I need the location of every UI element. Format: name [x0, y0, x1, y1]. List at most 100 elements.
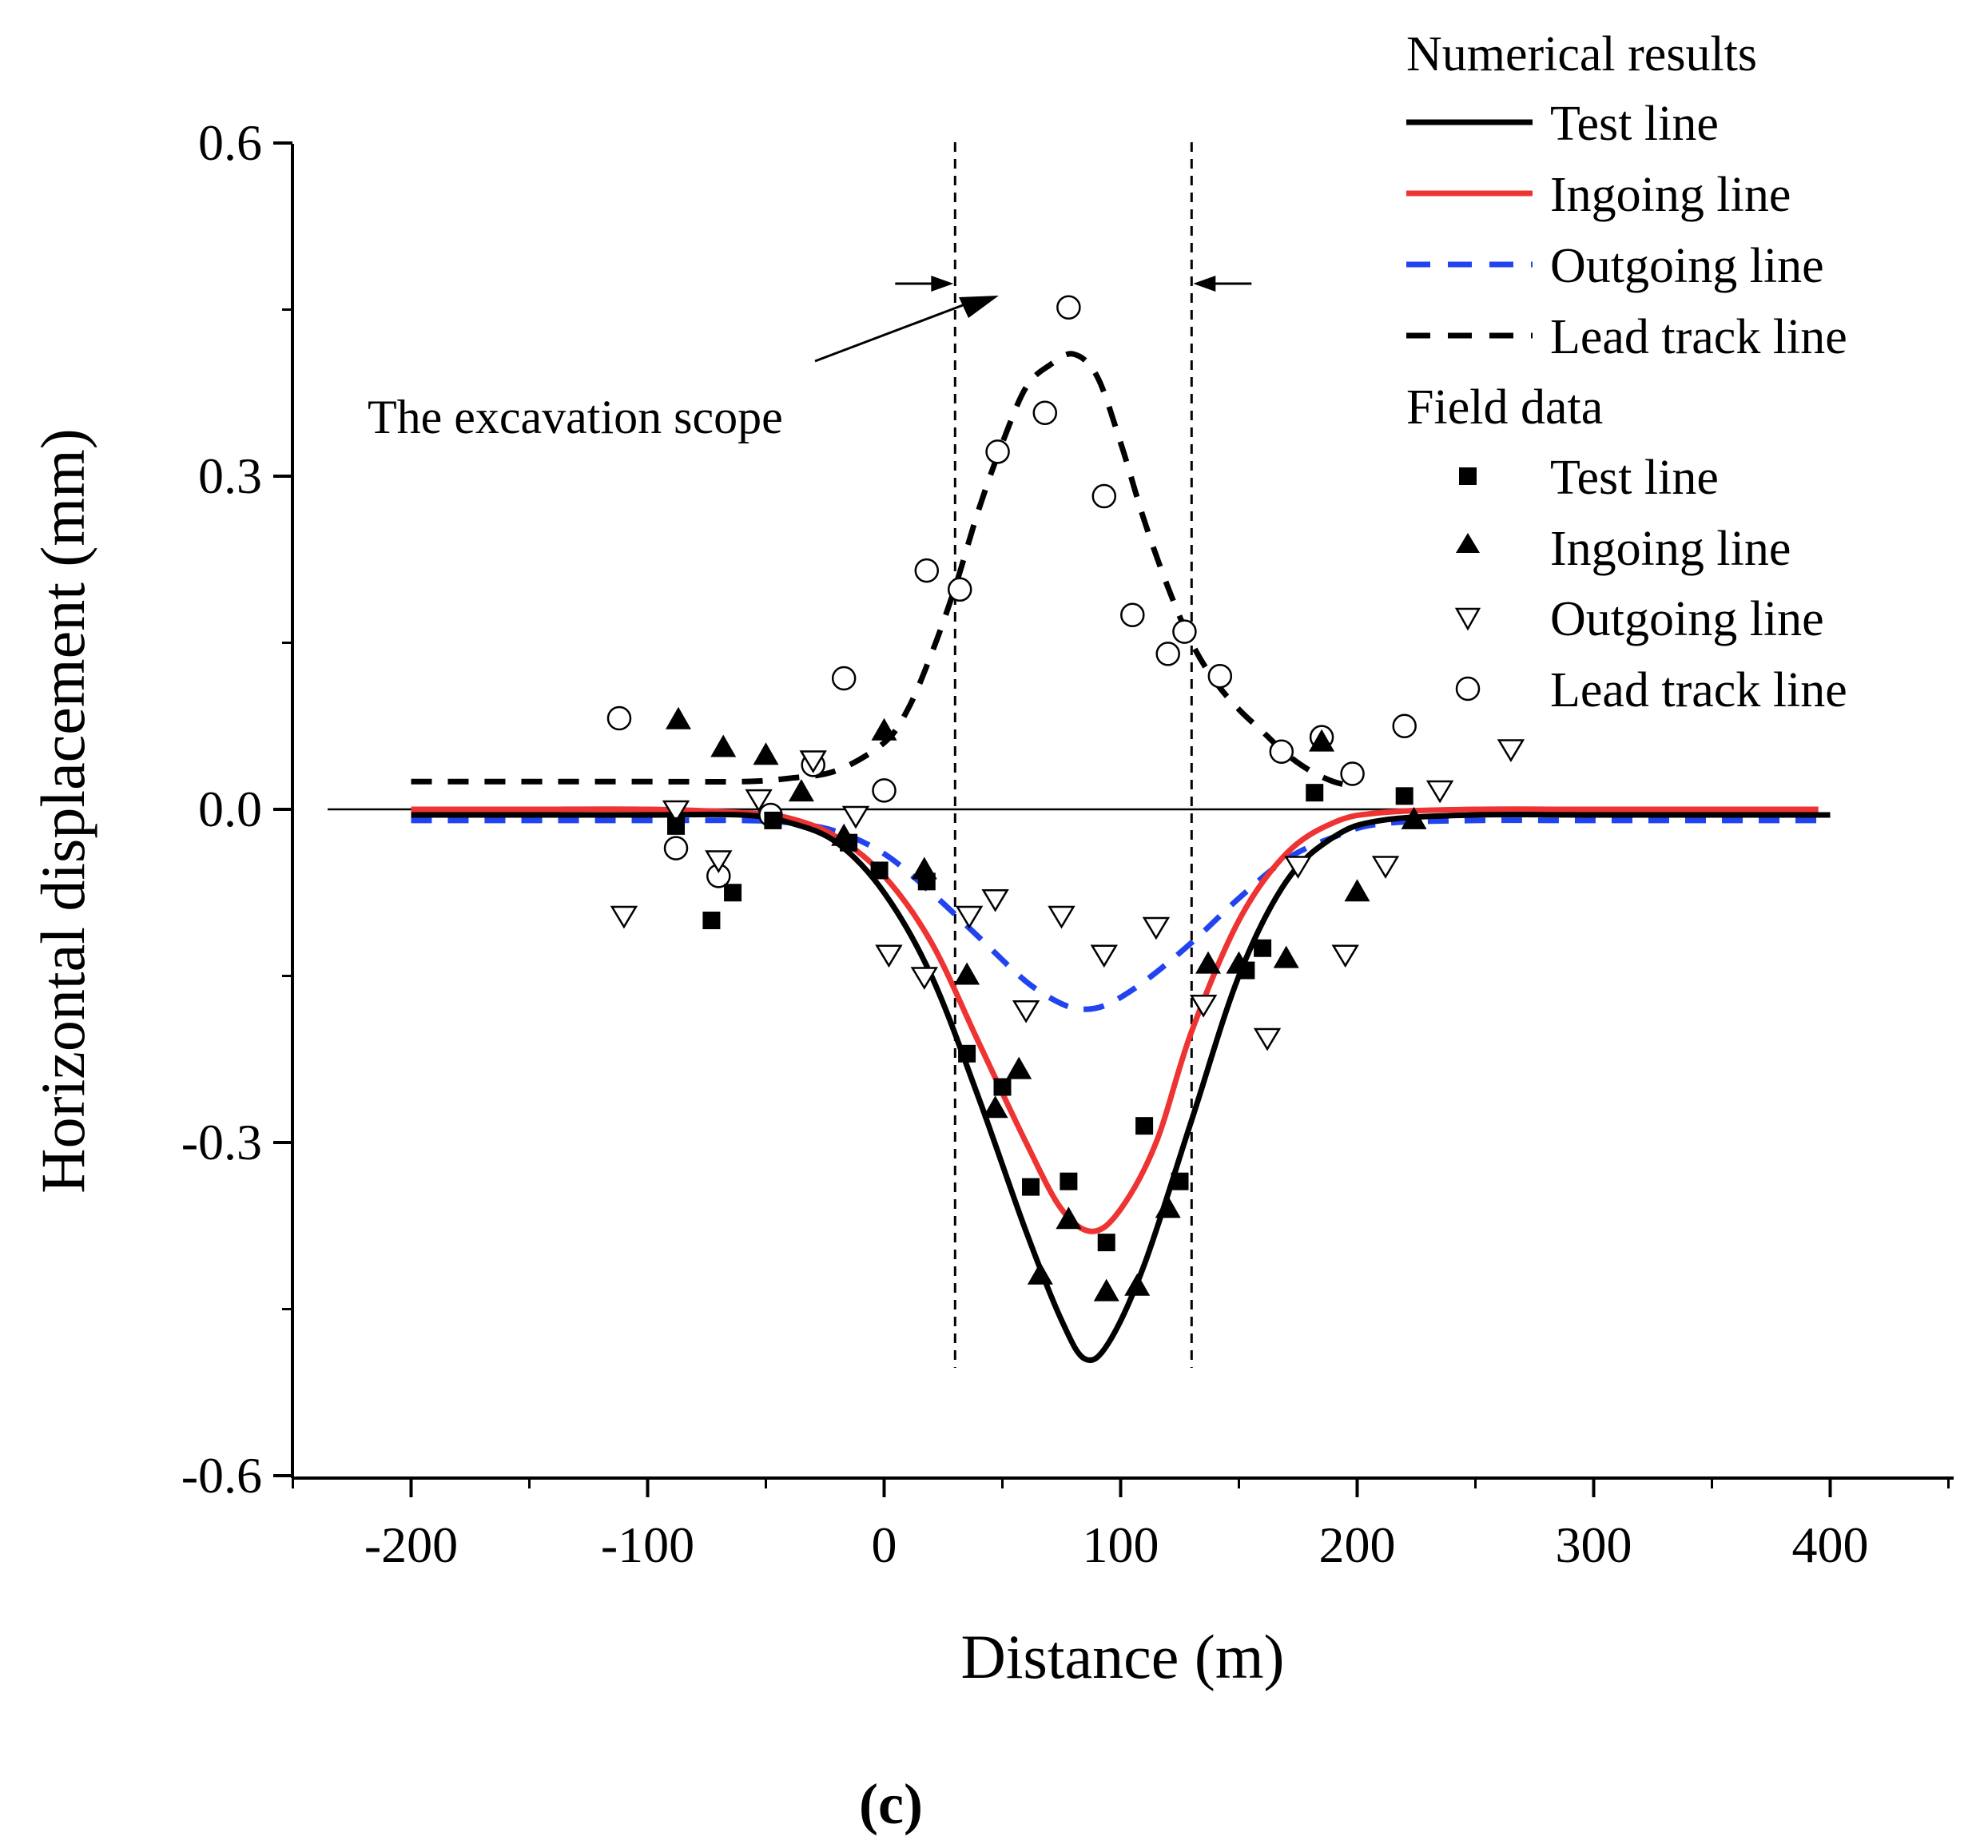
point-outgoing-field — [910, 967, 939, 990]
point-outgoing-field — [1012, 1000, 1040, 1023]
point-test-field — [1306, 784, 1324, 802]
point-outgoing-field — [705, 850, 733, 873]
legend-field-label-outgoing: Outgoing line — [1550, 592, 1824, 646]
point-lead-field — [1056, 295, 1081, 320]
y-tick-label: -0.6 — [181, 1447, 262, 1504]
point-lead-field — [1091, 483, 1117, 509]
point-lead-field — [1269, 739, 1294, 764]
annotation: The excavation scope — [368, 296, 999, 443]
legend-num-label-test: Test line — [1550, 97, 1719, 151]
point-lead-field — [1120, 602, 1145, 627]
point-test-field — [1395, 787, 1413, 805]
field-points — [606, 295, 1525, 1302]
point-test-field — [1171, 1172, 1189, 1190]
x-tick-label: 0 — [872, 1516, 897, 1573]
x-tick-label: 400 — [1792, 1516, 1869, 1573]
point-lead-field — [663, 836, 689, 860]
point-outgoing-field — [799, 750, 827, 773]
point-test-field — [1097, 1234, 1115, 1252]
point-lead-field — [872, 778, 897, 803]
x-tick-label: -100 — [601, 1516, 694, 1573]
point-test-field — [724, 884, 742, 902]
point-outgoing-field — [662, 800, 690, 824]
point-outgoing-field — [875, 944, 903, 968]
point-lead-field — [1172, 619, 1197, 644]
point-outgoing-field — [841, 805, 870, 829]
ticks: -200 -100 0 100 200 300 400 -0.6 -0.3 0.0 0.3 0.6 — [181, 114, 1950, 1573]
point-ingoing-field — [1344, 879, 1370, 902]
point-outgoing-field — [1090, 944, 1118, 968]
y-axis-label: Horizontal displacement (mm) — [28, 428, 97, 1193]
point-test-field — [1022, 1178, 1040, 1196]
point-outgoing-field — [1371, 856, 1400, 879]
point-ingoing-field — [1006, 1056, 1032, 1079]
point-lead-field — [914, 558, 940, 583]
y-tick-label: 0.0 — [198, 781, 262, 837]
annotation-text: The excavation scope — [368, 391, 783, 443]
x-axis-label: Distance (m) — [960, 1622, 1284, 1691]
panel-label: (c) — [859, 1772, 923, 1836]
legend-field-label-ingoing: Ingoing line — [1550, 522, 1791, 576]
annotation-arrow-line — [814, 304, 964, 363]
point-test-field — [1060, 1172, 1078, 1190]
point-ingoing-field — [1093, 1278, 1119, 1302]
x-tick-label: 200 — [1319, 1516, 1396, 1573]
legend-marker-circle — [1455, 676, 1481, 701]
point-outgoing-field — [1497, 739, 1525, 762]
point-test-field — [870, 861, 889, 880]
legend-marker-triangle — [1456, 533, 1480, 553]
legend-field-title: Field data — [1406, 380, 1603, 435]
point-outgoing-field — [1048, 905, 1076, 929]
point-outgoing-field — [1425, 780, 1454, 804]
legend-num-label-lead: Lead track line — [1550, 310, 1847, 364]
point-ingoing-field — [1273, 945, 1299, 968]
x-tick-label: -200 — [364, 1516, 458, 1573]
point-lead-field — [985, 439, 1010, 464]
boundary-arrowhead-right — [1193, 276, 1216, 292]
x-tick-label: 100 — [1083, 1516, 1159, 1573]
legend-field-label-test: Test line — [1550, 451, 1719, 505]
point-lead-field — [947, 577, 972, 602]
point-ingoing-field — [954, 962, 980, 985]
point-lead-field — [1032, 400, 1058, 426]
point-ingoing-field — [1124, 1273, 1151, 1296]
legend-marker-triangle-down — [1454, 607, 1481, 631]
annotation-arrow-head — [959, 296, 999, 318]
point-outgoing-field — [1331, 944, 1359, 968]
point-ingoing-field — [753, 742, 779, 765]
point-outgoing-field — [981, 888, 1009, 912]
legend-num-label-ingoing: Ingoing line — [1550, 168, 1791, 222]
point-ingoing-field — [1027, 1262, 1053, 1285]
point-lead-field — [831, 666, 857, 691]
point-test-field — [702, 912, 721, 929]
point-test-field — [993, 1078, 1012, 1096]
line-ingoing-numerical — [411, 806, 1819, 1234]
point-test-field — [1254, 939, 1272, 957]
point-outgoing-field — [1142, 916, 1171, 940]
legend-num-label-outgoing: Outgoing line — [1550, 239, 1824, 293]
point-ingoing-field — [1155, 1195, 1181, 1218]
boundary-arrowhead-left — [931, 276, 954, 292]
point-test-field — [1237, 961, 1255, 980]
point-outgoing-field — [955, 905, 984, 929]
point-outgoing-field — [745, 789, 773, 813]
point-ingoing-field — [1195, 951, 1222, 974]
point-outgoing-field — [1189, 995, 1218, 1018]
point-ingoing-field — [710, 734, 737, 757]
point-test-field — [917, 872, 936, 891]
point-outgoing-field — [610, 905, 638, 929]
legend-field-label-lead: Lead track line — [1550, 663, 1847, 717]
point-test-field — [764, 811, 782, 829]
legend-numerical-title: Numerical results — [1406, 27, 1757, 81]
legend-marker-square — [1459, 467, 1477, 485]
x-tick-label: 300 — [1556, 1516, 1632, 1573]
point-ingoing-field — [871, 717, 897, 741]
point-lead-field — [1392, 713, 1417, 738]
point-test-field — [667, 817, 686, 835]
legend: Numerical results Test line Ingoing line… — [1406, 27, 1847, 717]
point-ingoing-field — [1309, 729, 1335, 752]
point-outgoing-field — [1253, 1027, 1282, 1051]
point-lead-field — [1207, 663, 1233, 689]
point-lead-field — [1155, 642, 1180, 666]
